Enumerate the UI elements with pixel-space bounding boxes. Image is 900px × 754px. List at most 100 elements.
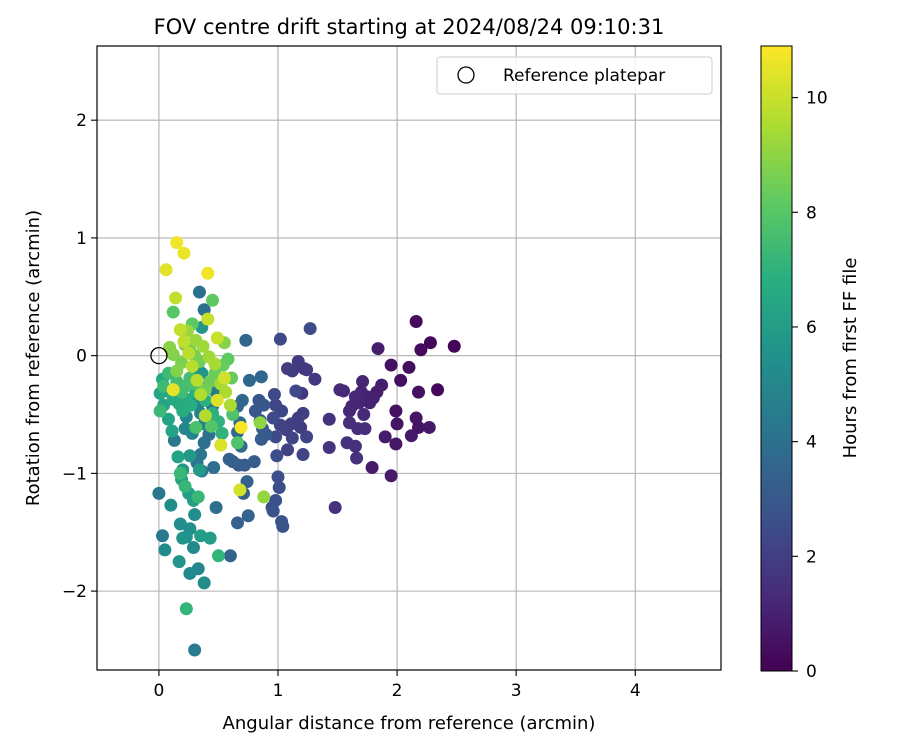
data-point bbox=[322, 412, 336, 426]
data-point bbox=[271, 470, 285, 484]
data-point bbox=[412, 385, 426, 399]
data-point bbox=[173, 323, 187, 337]
data-point bbox=[183, 566, 197, 580]
data-point bbox=[269, 398, 283, 412]
data-point bbox=[188, 508, 202, 522]
data-point bbox=[404, 429, 418, 443]
data-point bbox=[152, 486, 166, 500]
data-point bbox=[219, 385, 233, 399]
data-point bbox=[254, 370, 268, 384]
y-tick-label: 0 bbox=[76, 347, 87, 367]
data-point bbox=[194, 387, 208, 401]
y-tick-label: 1 bbox=[76, 229, 87, 249]
data-point bbox=[303, 322, 317, 336]
data-point bbox=[176, 531, 190, 545]
data-point bbox=[201, 266, 215, 280]
data-point bbox=[384, 358, 398, 372]
data-point bbox=[447, 339, 461, 353]
data-point bbox=[179, 602, 193, 616]
legend-entry-reference-platepar: Reference platepar bbox=[503, 66, 665, 86]
colorbar-gradient bbox=[760, 45, 793, 672]
data-point bbox=[291, 355, 305, 369]
data-point bbox=[266, 504, 280, 518]
data-point bbox=[172, 555, 186, 569]
data-point bbox=[208, 357, 222, 371]
data-point bbox=[173, 466, 187, 480]
data-point bbox=[197, 436, 211, 450]
data-point bbox=[266, 411, 280, 425]
data-point bbox=[289, 384, 303, 398]
colorbar-tick-label: 4 bbox=[806, 433, 817, 453]
data-point bbox=[184, 398, 198, 412]
data-point bbox=[166, 305, 180, 319]
data-point bbox=[234, 420, 248, 434]
x-axis-label: Angular distance from reference (arcmin) bbox=[223, 713, 596, 734]
legend: Reference platepar bbox=[436, 56, 713, 95]
data-point bbox=[198, 409, 212, 423]
data-point bbox=[177, 246, 191, 260]
data-point bbox=[188, 643, 202, 657]
data-point bbox=[215, 426, 229, 440]
data-point bbox=[276, 519, 290, 533]
data-point bbox=[223, 549, 237, 563]
data-point bbox=[192, 285, 206, 299]
data-point bbox=[384, 469, 398, 483]
colorbar: 0 2 4 6 8 10 Hours from first FF file bbox=[760, 45, 861, 682]
x-tick-label: 0 bbox=[154, 681, 165, 701]
data-point bbox=[211, 549, 225, 563]
axis-ticks: 0 1 2 3 4 −2 −1 0 1 2 bbox=[62, 111, 641, 701]
data-point bbox=[166, 383, 180, 397]
data-point bbox=[209, 501, 223, 515]
data-point bbox=[300, 430, 314, 444]
data-point bbox=[308, 372, 322, 386]
data-point bbox=[357, 408, 371, 422]
colorbar-ticks: 0 2 4 6 8 10 bbox=[792, 89, 828, 682]
data-point bbox=[389, 404, 403, 418]
legend-box bbox=[436, 56, 713, 95]
data-point bbox=[414, 343, 428, 357]
data-point bbox=[272, 481, 286, 495]
y-tick-label: 2 bbox=[76, 111, 87, 131]
data-point bbox=[182, 346, 196, 360]
data-point bbox=[356, 375, 370, 389]
plot-frame bbox=[96, 45, 722, 671]
x-tick-label: 3 bbox=[511, 681, 522, 701]
data-point bbox=[171, 450, 185, 464]
data-point bbox=[254, 432, 268, 446]
data-point bbox=[177, 335, 191, 349]
data-point bbox=[270, 449, 284, 463]
data-point bbox=[233, 483, 247, 497]
data-point bbox=[378, 430, 392, 444]
data-point bbox=[342, 416, 356, 430]
data-point bbox=[342, 404, 356, 418]
data-point bbox=[222, 452, 236, 466]
data-point bbox=[394, 373, 408, 387]
data-point bbox=[296, 448, 310, 462]
data-point bbox=[242, 373, 256, 387]
x-tick-label: 4 bbox=[630, 681, 641, 701]
y-tick-label: −2 bbox=[62, 582, 87, 602]
data-point bbox=[253, 416, 267, 430]
data-point bbox=[239, 333, 253, 347]
data-point bbox=[350, 451, 364, 465]
data-point bbox=[241, 509, 255, 523]
data-point bbox=[163, 340, 177, 354]
data-point bbox=[155, 529, 169, 543]
data-point bbox=[165, 424, 179, 438]
data-point bbox=[402, 360, 416, 374]
data-point bbox=[267, 387, 281, 401]
data-point bbox=[161, 412, 175, 426]
colorbar-tick-label: 8 bbox=[806, 203, 817, 223]
data-point bbox=[281, 443, 295, 457]
data-point bbox=[281, 362, 295, 376]
data-point bbox=[365, 460, 379, 474]
x-tick-label: 2 bbox=[392, 681, 403, 701]
data-point bbox=[190, 373, 204, 387]
data-point bbox=[201, 312, 215, 326]
data-point bbox=[164, 498, 178, 512]
colorbar-label: Hours from first FF file bbox=[840, 258, 861, 459]
colorbar-tick-label: 2 bbox=[806, 547, 817, 567]
data-point bbox=[206, 293, 220, 307]
